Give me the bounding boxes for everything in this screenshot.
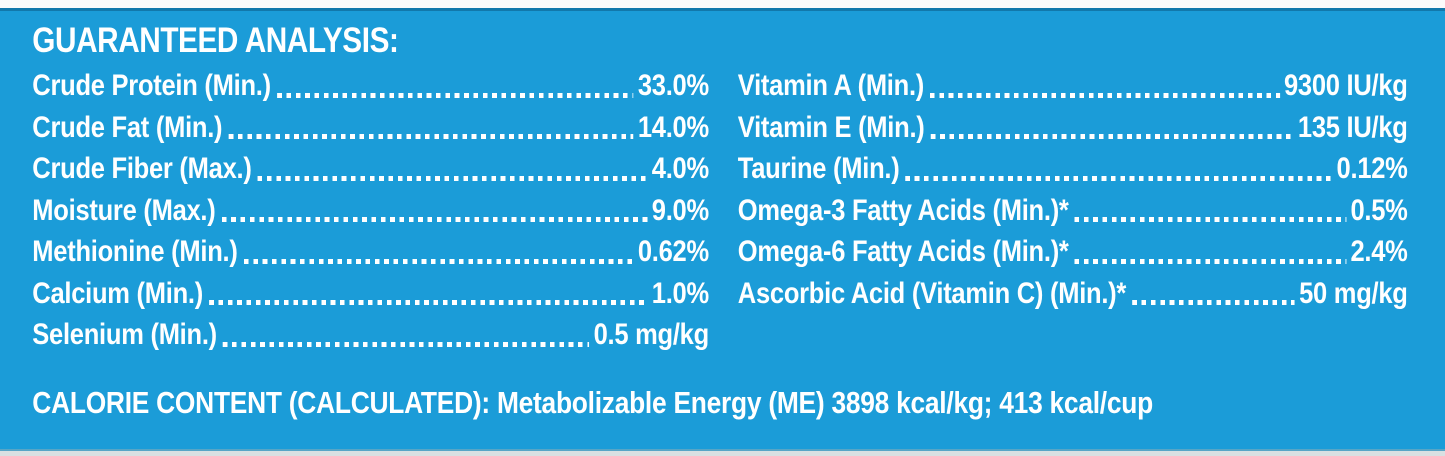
top-edge-strip [0, 0, 1445, 8]
analysis-label: Vitamin E (Min.) [737, 110, 925, 144]
dot-leader [1132, 300, 1295, 305]
dot-leader [905, 175, 1333, 181]
dot-leader [221, 217, 648, 222]
analysis-value: 9300 IU/kg [1283, 69, 1408, 102]
analysis-row: Crude Fat (Min.) 14.0% [32, 107, 709, 149]
analysis-value: 9.0% [651, 193, 709, 227]
dot-leader [1074, 258, 1347, 264]
analysis-row: Moisture (Max.) 9.0% [32, 190, 709, 232]
analysis-label: Selenium (Min.) [32, 318, 217, 351]
analysis-value: 14.0% [637, 110, 709, 144]
analysis-row: Vitamin E (Min.) 135 IU/kg [738, 107, 1408, 149]
analysis-label: Vitamin A (Min.) [737, 69, 925, 102]
analysis-row: Ascorbic Acid (Vitamin C) (Min.)* 50 mg/… [738, 273, 1408, 315]
right-analysis-rows: Vitamin A (Min.) 9300 IU/kg Vitamin E (M… [738, 65, 1408, 314]
analysis-value: 135 IU/kg [1297, 110, 1408, 144]
analysis-columns: GUARANTEED ANALYSIS: Crude Protein (Min.… [32, 17, 1408, 356]
analysis-value: 0.5% [1350, 193, 1408, 227]
analysis-value: 0.12% [1336, 152, 1408, 185]
analysis-label: Crude Fiber (Max.) [32, 152, 252, 185]
analysis-row: Calcium (Min.) 1.0% [32, 273, 709, 315]
analysis-value: 50 mg/kg [1299, 276, 1408, 310]
analysis-label: Omega-3 Fatty Acids (Min.)* [737, 193, 1069, 227]
analysis-row: Selenium (Min.) 0.5 mg/kg [32, 314, 709, 356]
analysis-label: Omega-6 Fatty Acids (Min.)* [737, 235, 1069, 268]
dot-leader [228, 134, 634, 139]
analysis-row: Crude Protein (Min.) 33.0% [32, 65, 709, 107]
analysis-row: Omega-3 Fatty Acids (Min.)* 0.5% [738, 190, 1408, 232]
dot-leader [243, 258, 634, 264]
right-column: Vitamin A (Min.) 9300 IU/kg Vitamin E (M… [738, 17, 1408, 356]
analysis-value: 0.5 mg/kg [593, 318, 710, 351]
analysis-value: 2.4% [1350, 235, 1408, 268]
analysis-label: Calcium (Min.) [32, 276, 203, 310]
analysis-value: 4.0% [651, 152, 709, 185]
analysis-row: Methionine (Min.) 0.62% [32, 231, 709, 273]
bottom-rule-line [0, 449, 1445, 451]
analysis-value: 0.62% [637, 235, 709, 268]
analysis-label: Crude Protein (Min.) [32, 69, 271, 102]
analysis-label: Moisture (Max.) [32, 193, 216, 227]
analysis-label: Ascorbic Acid (Vitamin C) (Min.)* [737, 276, 1127, 310]
label-sheet: GUARANTEED ANALYSIS: Crude Protein (Min.… [0, 11, 1445, 425]
top-rule-line [0, 8, 1445, 11]
analysis-label: Taurine (Min.) [737, 152, 900, 185]
dot-leader [1074, 217, 1347, 222]
bottom-edge-strip [0, 451, 1445, 456]
analysis-value: 33.0% [637, 69, 709, 102]
analysis-row: Crude Fiber (Max.) 4.0% [32, 148, 709, 190]
section-title: GUARANTEED ANALYSIS: [32, 21, 399, 60]
dot-leader [222, 341, 590, 347]
left-analysis-rows: Crude Protein (Min.) 33.0% Crude Fat (Mi… [32, 65, 709, 356]
dot-leader [930, 134, 1294, 139]
dot-leader [257, 175, 648, 181]
dot-leader [276, 92, 634, 98]
analysis-row: Taurine (Min.) 0.12% [738, 148, 1408, 190]
left-column: GUARANTEED ANALYSIS: Crude Protein (Min.… [32, 17, 709, 356]
calorie-content-line: CALORIE CONTENT (CALCULATED): Metaboliza… [32, 384, 1153, 420]
analysis-row: Vitamin A (Min.) 9300 IU/kg [738, 65, 1408, 107]
dot-leader [208, 300, 648, 305]
dot-leader [929, 92, 1280, 98]
analysis-label: Methionine (Min.) [32, 235, 238, 268]
analysis-value: 1.0% [651, 276, 709, 310]
analysis-row: Omega-6 Fatty Acids (Min.)* 2.4% [738, 231, 1408, 273]
analysis-label: Crude Fat (Min.) [32, 110, 223, 144]
